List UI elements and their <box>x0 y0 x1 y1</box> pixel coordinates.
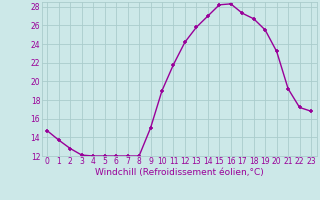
X-axis label: Windchill (Refroidissement éolien,°C): Windchill (Refroidissement éolien,°C) <box>95 168 264 177</box>
